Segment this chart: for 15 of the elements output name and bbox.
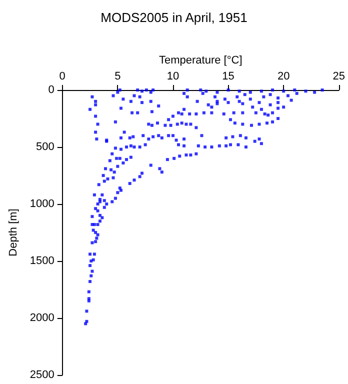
y-tick-label: 500 [36,141,54,153]
x-tick-label: 20 [277,70,290,82]
y-tick-label: 1500 [30,255,54,267]
y-axis-title: Depth [m] [8,208,20,256]
x-tick-label: 25 [332,70,346,82]
x-tick-label: 10 [166,70,180,82]
x-axis-title: Temperature [°C] [158,54,242,67]
y-tick-label: 2500 [30,369,54,381]
chart-title: MODS2005 in April, 1951 [100,10,248,25]
x-tick-label: 15 [222,70,234,82]
y-tick-label: 2000 [30,312,54,324]
x-tick-label: 5 [114,70,121,82]
x-tick-label: 0 [59,70,66,82]
y-tick-label: 0 [48,84,54,96]
y-tick-label: 1000 [30,198,54,210]
